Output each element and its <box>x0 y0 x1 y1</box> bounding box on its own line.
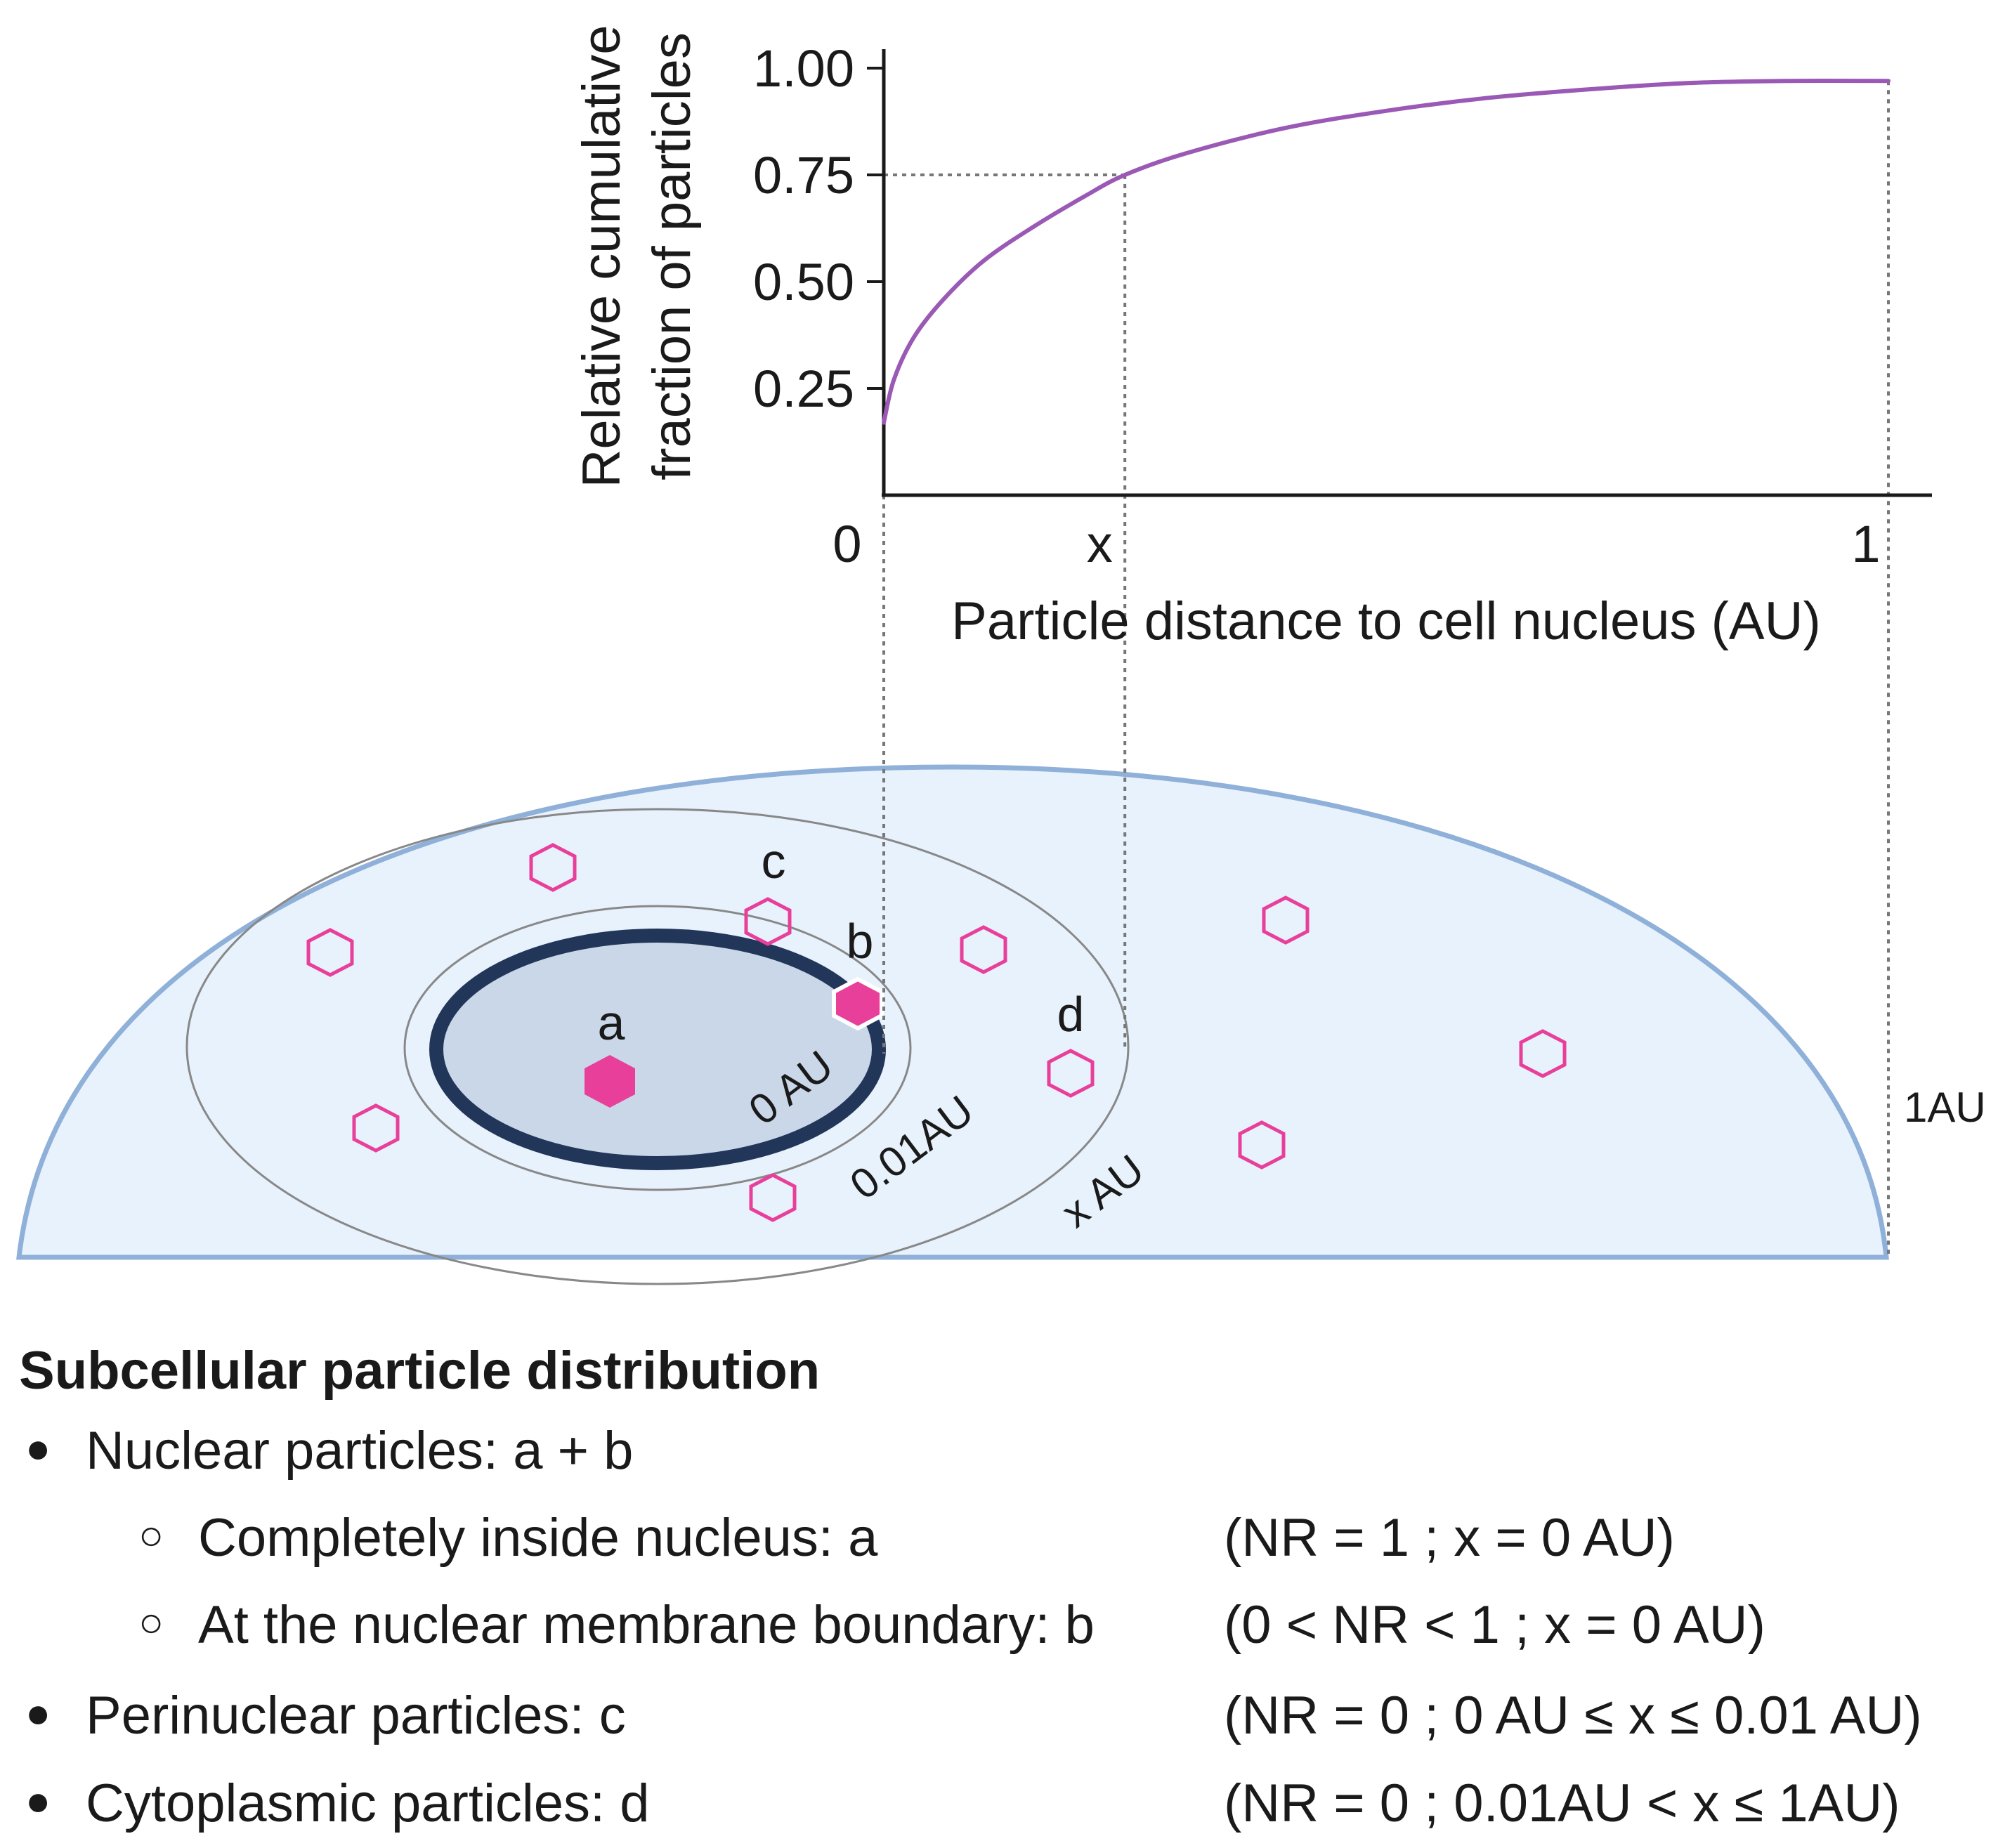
particle-hexagon <box>1238 1120 1286 1169</box>
ring-label-cell: 1AU <box>1904 1084 1986 1131</box>
nucleus <box>429 929 886 1170</box>
particle-d <box>1047 1049 1095 1098</box>
y-tick-label: 0.75 <box>753 146 854 204</box>
particle-hexagon <box>529 843 577 892</box>
cell-diagram: a b c d 0 AU 0.01AU x AU 1AU <box>16 764 1986 1285</box>
y-axis-label-line2: fraction of particles <box>642 32 702 480</box>
particle-hexagon <box>1262 896 1310 945</box>
particles <box>306 843 1567 1222</box>
label-a: a <box>598 995 625 1050</box>
particle-a <box>585 1055 635 1108</box>
particle-hexagon <box>306 928 354 977</box>
y-tick-label: 0.25 <box>753 360 854 418</box>
x-axis-label: Particle distance to cell nucleus (AU) <box>951 591 1821 651</box>
particle-hexagon <box>960 925 1007 974</box>
label-c: c <box>762 834 786 889</box>
series-line-cumulative <box>882 79 1891 425</box>
cell-body <box>16 764 1889 1260</box>
y-tick-label: 0.50 <box>753 253 854 311</box>
x-tick-label: x <box>1087 515 1113 573</box>
particle-b <box>832 976 884 1031</box>
x-ticks: 0 x 1 <box>832 515 1880 573</box>
y-tick-label: 1.00 <box>753 39 854 98</box>
x-tick-label: 0 <box>832 515 861 573</box>
cumulative-chart: 1.00 0.75 0.50 0.25 0 x 1 Relative cumulative… <box>572 25 1932 1254</box>
x-au-ring <box>185 808 1130 1285</box>
particle-hexagon <box>352 1103 400 1153</box>
particle-hexagon <box>1519 1029 1567 1078</box>
y-axis-label-line1: Relative cumulative <box>572 25 632 488</box>
perinuclear-ring <box>403 905 912 1191</box>
guide-lines <box>882 81 1890 1254</box>
label-b: b <box>847 914 874 969</box>
particle-c <box>744 897 792 946</box>
particle-hexagon <box>749 1173 797 1222</box>
y-ticks: 1.00 0.75 0.50 0.25 <box>753 39 884 418</box>
x-tick-label: 1 <box>1851 515 1880 573</box>
label-d: d <box>1057 987 1085 1042</box>
